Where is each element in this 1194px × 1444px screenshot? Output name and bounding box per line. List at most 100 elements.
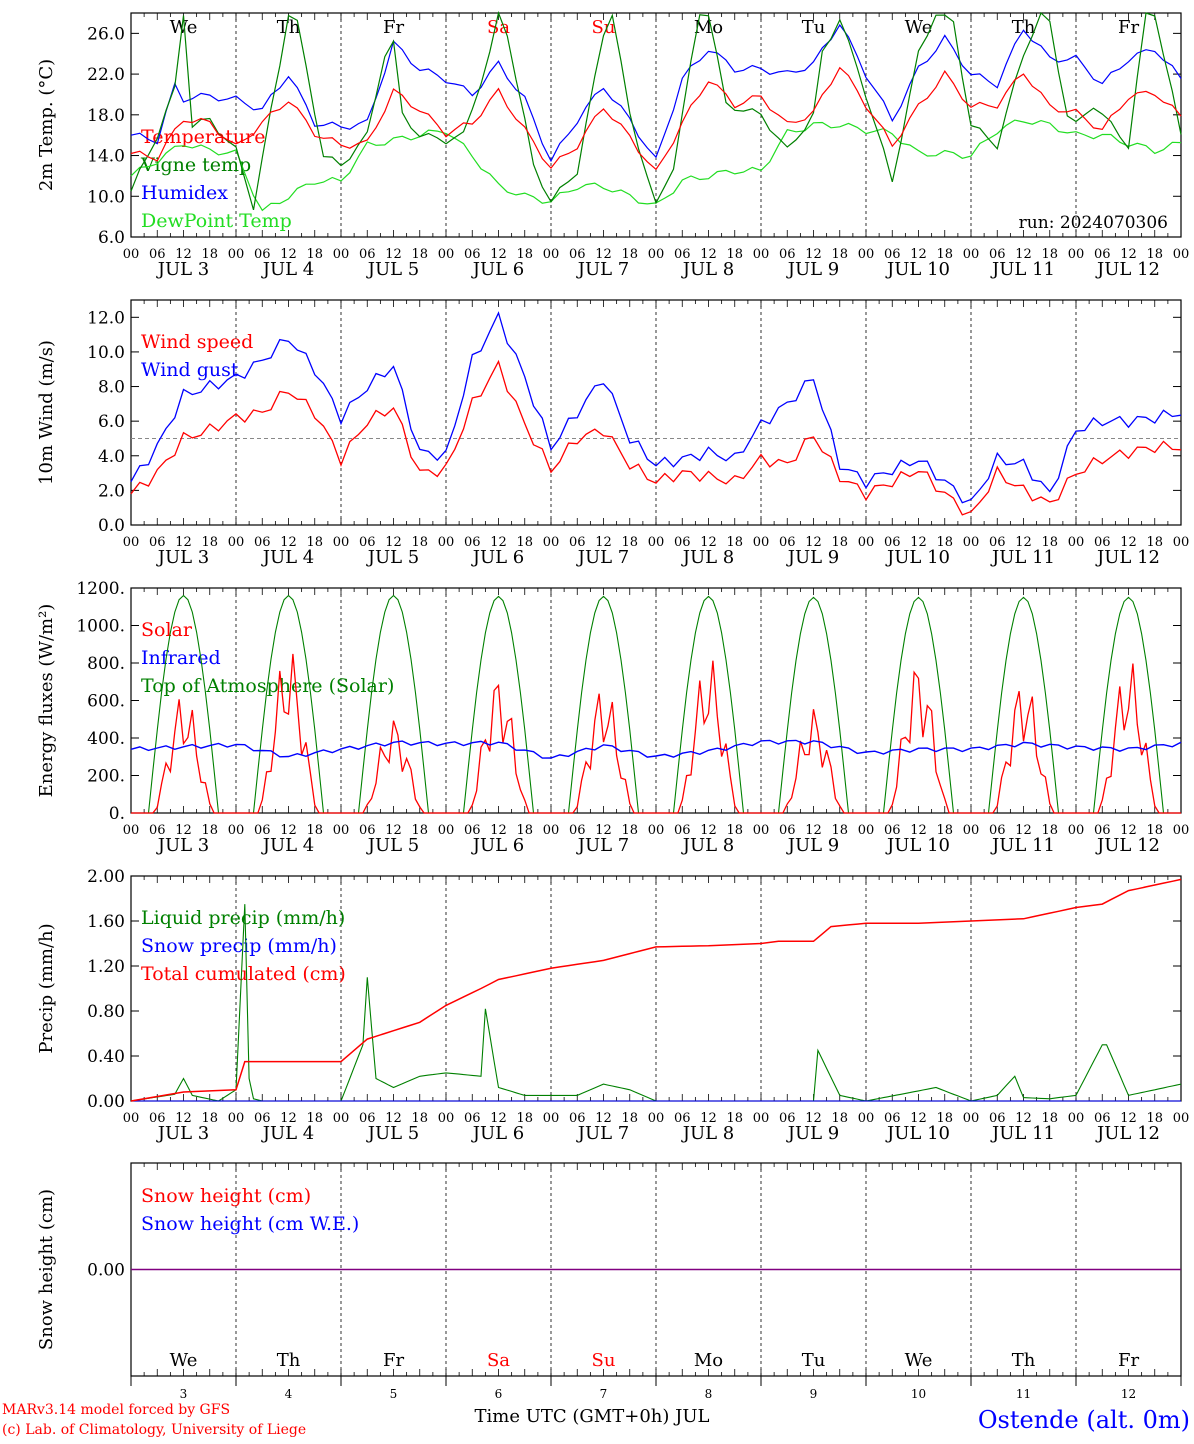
day-number-label: 7 [600, 1387, 608, 1401]
weekday-label: Fr [383, 17, 404, 38]
hour-tick-label: 06 [254, 1111, 271, 1126]
hour-tick-label: 00 [228, 823, 245, 838]
hour-tick-label: 18 [411, 1111, 428, 1126]
hour-tick-label: 00 [1068, 247, 1085, 262]
y-tick-label: 1000. [76, 617, 125, 637]
date-label: JUL 10 [885, 835, 950, 856]
y-tick-label: 2.0 [98, 481, 125, 501]
hour-tick-label: 18 [306, 535, 323, 550]
hour-tick-label: 18 [621, 823, 638, 838]
weekday-label: We [905, 17, 933, 38]
day-number-label: 10 [911, 1387, 926, 1401]
hour-tick-label: 00 [1173, 823, 1190, 838]
hour-tick-label: 18 [831, 247, 848, 262]
legend-entry: DewPoint Temp [141, 210, 292, 232]
hour-tick-label: 12 [490, 247, 507, 262]
panel-3: 0. 200. 400. 600. 800. 1000. 1200. Energy fluxe… [36, 579, 1189, 856]
hour-tick-label: 00 [543, 247, 560, 262]
date-label: JUL 7 [576, 259, 630, 280]
hour-tick-label: 00 [963, 1111, 980, 1126]
weekday-label: Mo [694, 17, 723, 38]
series-line [130, 311, 1182, 504]
hour-tick-label: 18 [411, 823, 428, 838]
date-label: JUL 3 [156, 835, 210, 856]
legend-entry: Wind speed [141, 331, 253, 353]
weekday-label: Th [277, 17, 301, 38]
hour-tick-label: 06 [149, 1111, 166, 1126]
hour-tick-label: 12 [1015, 823, 1032, 838]
date-label: JUL 9 [786, 547, 840, 568]
hour-tick-label: 12 [700, 823, 717, 838]
legend-entry: Infrared [141, 647, 221, 669]
legend-entry: Wind gust [141, 359, 239, 381]
hour-tick-label: 06 [569, 823, 586, 838]
date-label: JUL 10 [885, 259, 950, 280]
hour-tick-label: 06 [779, 1111, 796, 1126]
hour-tick-label: 00 [753, 535, 770, 550]
weekday-label-bottom: Mo [694, 1350, 723, 1371]
hour-tick-label: 18 [306, 247, 323, 262]
hour-tick-label: 06 [884, 247, 901, 262]
series-line [130, 66, 1182, 171]
date-label: JUL 3 [156, 259, 210, 280]
y-tick-label: 14.0 [87, 147, 125, 167]
hour-tick-label: 00 [858, 823, 875, 838]
hour-tick-label: 12 [595, 823, 612, 838]
date-label: JUL 6 [471, 259, 525, 280]
hour-tick-label: 00 [438, 823, 455, 838]
hour-tick-label: 00 [1173, 535, 1190, 550]
series-line [131, 653, 1181, 814]
hour-tick-label: 06 [989, 535, 1006, 550]
hour-tick-label: 18 [1146, 823, 1163, 838]
date-label: JUL 6 [471, 1123, 525, 1144]
hour-tick-label: 06 [674, 535, 691, 550]
weekday-label-bottom: We [905, 1350, 933, 1371]
hour-tick-label: 18 [1041, 535, 1058, 550]
hour-tick-label: 12 [910, 1111, 927, 1126]
hour-tick-label: 18 [831, 823, 848, 838]
panel-4: 0.00 0.40 0.80 1.20 1.60 2.00 Precip (mm/h) 00 0… [36, 867, 1189, 1144]
y-tick-label: 18.0 [87, 106, 125, 126]
y-tick-label: 0.00 [87, 1261, 125, 1281]
hour-tick-label: 18 [936, 1111, 953, 1126]
hour-tick-label: 00 [543, 1111, 560, 1126]
date-label: JUL 8 [681, 835, 735, 856]
hour-tick-label: 18 [201, 535, 218, 550]
date-label: JUL 10 [885, 547, 950, 568]
legend-entry: Vigne temp [140, 154, 251, 176]
legend-entry: Solar [141, 619, 193, 641]
date-label: JUL 10 [885, 1123, 950, 1144]
hour-tick-label: 06 [569, 1111, 586, 1126]
hour-tick-label: 12 [1015, 1111, 1032, 1126]
hour-tick-label: 18 [1041, 247, 1058, 262]
y-axis-label: 10m Wind (m/s) [36, 340, 57, 485]
y-axis-label: Precip (mm/h) [36, 923, 57, 1053]
hour-tick-label: 12 [280, 1111, 297, 1126]
hour-tick-label: 18 [306, 823, 323, 838]
hour-tick-label: 06 [674, 823, 691, 838]
hour-tick-label: 06 [779, 823, 796, 838]
hour-tick-label: 18 [726, 247, 743, 262]
hour-tick-label: 06 [359, 823, 376, 838]
hour-tick-label: 06 [989, 1111, 1006, 1126]
date-label: JUL 8 [681, 259, 735, 280]
hour-tick-label: 12 [700, 1111, 717, 1126]
hour-tick-label: 18 [1146, 535, 1163, 550]
station-label: Ostende (alt. 0m) [978, 1406, 1190, 1434]
weekday-label: Sa [487, 17, 510, 38]
hour-tick-label: 12 [490, 535, 507, 550]
hour-tick-label: 12 [490, 1111, 507, 1126]
hour-tick-label: 06 [464, 1111, 481, 1126]
date-label: JUL 3 [156, 547, 210, 568]
day-number-label: 9 [810, 1387, 818, 1401]
weekday-label: We [170, 17, 198, 38]
hour-tick-label: 12 [805, 823, 822, 838]
hour-tick-label: 00 [1173, 1111, 1190, 1126]
hour-tick-label: 12 [385, 1111, 402, 1126]
hour-tick-label: 06 [569, 247, 586, 262]
hour-tick-label: 18 [411, 535, 428, 550]
hour-tick-label: 00 [858, 535, 875, 550]
weekday-label-bottom: We [170, 1350, 198, 1371]
weekday-label-bottom: Tu [802, 1350, 826, 1371]
y-tick-label: 1.20 [87, 957, 125, 977]
